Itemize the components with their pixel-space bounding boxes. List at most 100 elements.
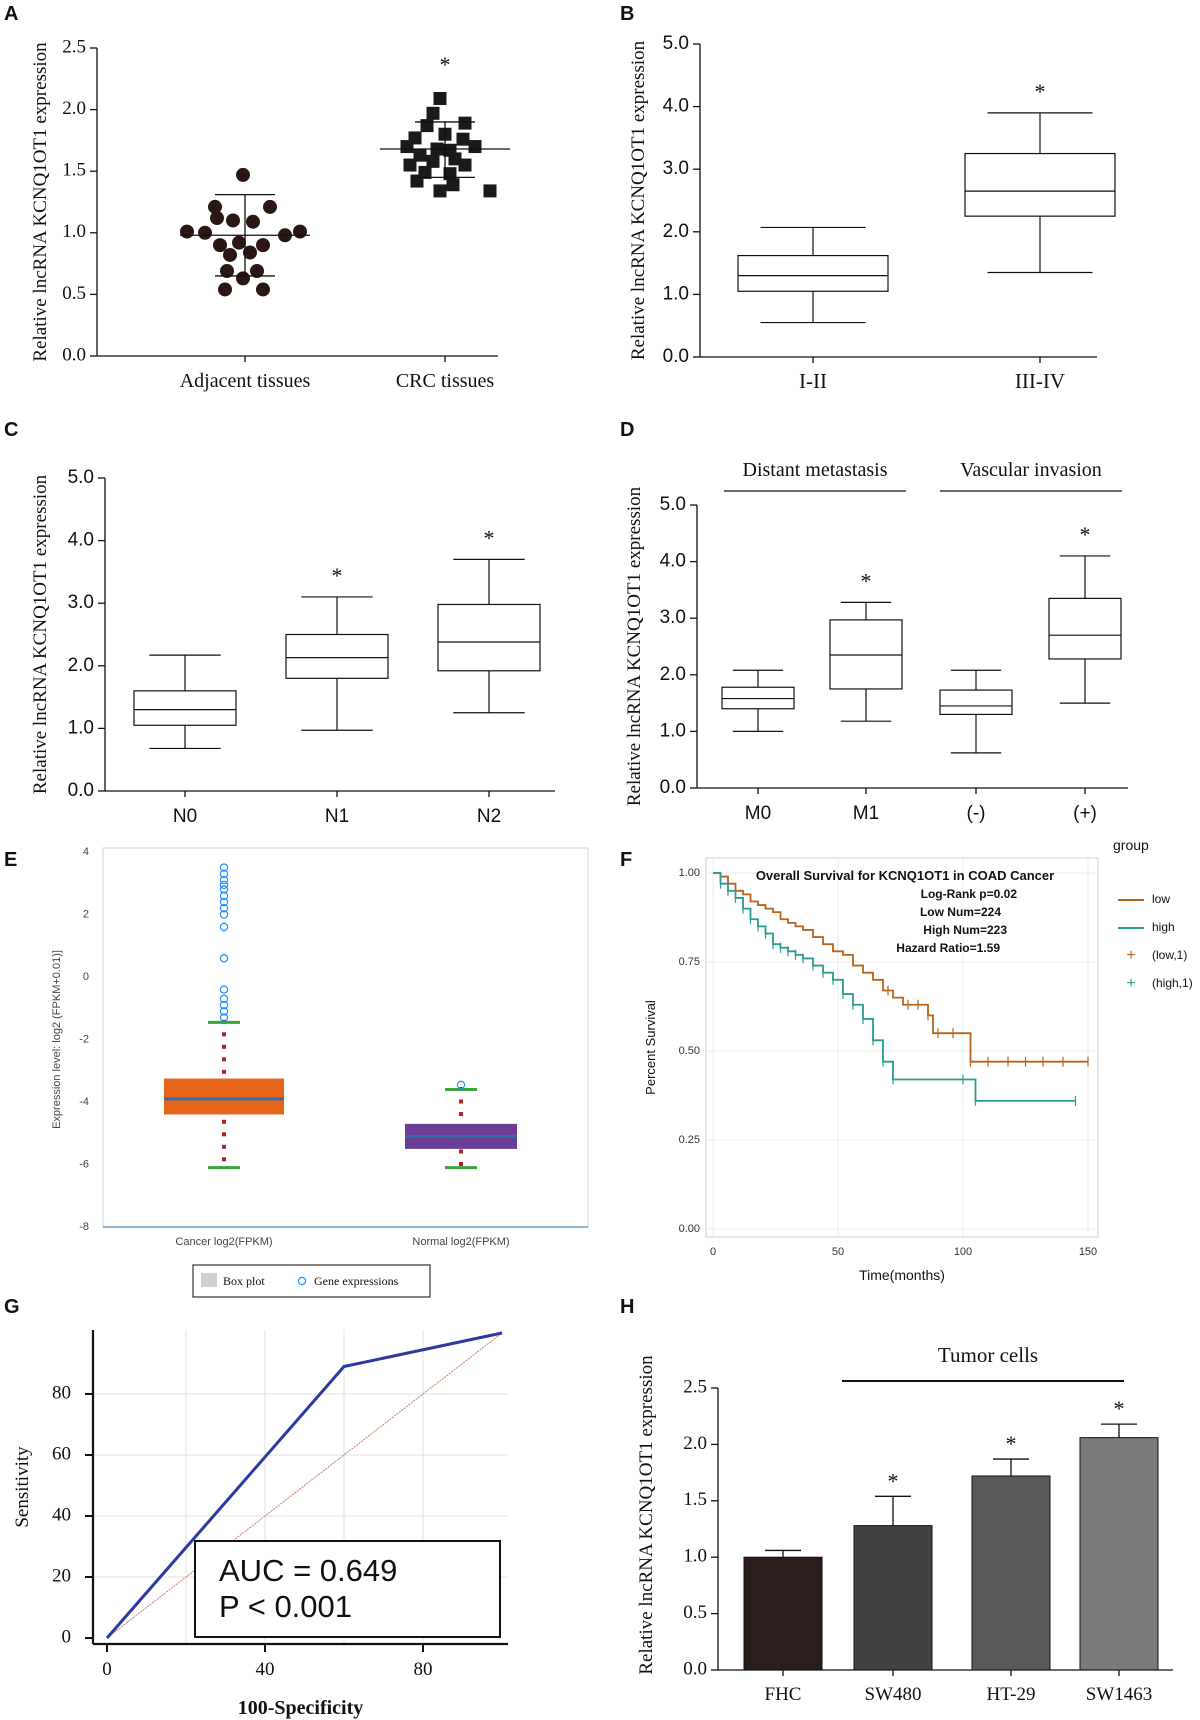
panel-b-y-tick-label: 1.0 [663,283,689,304]
panel-a-point [243,245,257,260]
panel-g-x-tick-label: 80 [414,1659,433,1680]
panel-e-y-tick-label: -6 [79,1158,89,1170]
panel-b-y-tick-label: 5.0 [663,33,689,54]
panel-e-whisker-dot [222,1044,226,1049]
panel-d-box [939,689,1013,716]
panel-h-bar-sw480 [853,1525,933,1671]
panel-e-whisker-dot [459,1149,463,1154]
panel-e-whisker-dot [222,1157,226,1162]
panel-f-legend-label: low [1152,892,1170,906]
panel-f-y-tick-label: 0.50 [679,1045,700,1057]
panel-g-xlabel: 100-Specificity [238,1697,364,1719]
panel-d-group-label: Distant metastasis [743,459,888,481]
panel-letter-h: H [620,1296,634,1318]
panel-d-ylabel: Relative lncRNA KCNQ1OT1 expression [624,486,645,806]
panel-f-x-tick-label: 50 [832,1246,844,1258]
panel-e-chart: -8 -6 -4 -2 0 2 4 Expression level: log2 (FPKM+… [51,846,589,1298]
panel-e-y-tick-label: 4 [83,846,89,858]
panel-g-y-tick-label: 80 [52,1382,71,1403]
panel-f-title: Overall Survival for KCNQ1OT1 in COAD Ca… [756,868,1054,883]
panel-e-outlier [219,994,229,1004]
panel-f-ylabel: Percent Survival [643,1000,658,1095]
panel-c-box [437,603,541,672]
panel-a-point [458,116,472,130]
panel-d-x-tick-label: (-) [967,803,986,824]
panel-h-group-label: Tumor cells [938,1343,1038,1367]
panel-c-box [133,690,237,726]
panel-a-point [456,132,470,146]
panel-a-point [210,211,224,226]
panel-e-outlier [219,1000,229,1010]
panel-d-y-tick-label: 3.0 [660,607,686,628]
panel-a-point [458,158,472,172]
panel-b-x-tick-label: I-II [799,369,827,393]
panel-a-point [236,167,250,182]
panel-a-x-tick-label: Adjacent tissues [180,370,311,392]
panel-c-x-tick-label: N1 [325,806,349,827]
panel-a-point [426,106,440,120]
panel-b-chart: 0.0 1.0 2.0 3.0 4.0 5.0 I-II III-IV Relative lnc… [628,33,1116,393]
panel-a-point [263,199,277,214]
panel-e-whisker-dot [459,1162,463,1166]
panel-e-box [164,1078,284,1115]
panel-f-xlabel: Time(months) [859,1267,945,1283]
panel-d-y-tick-label: 5.0 [660,494,686,515]
panel-f-x-tick-label: 0 [710,1246,716,1258]
panel-g-auc-box [194,1540,501,1638]
panel-h-bar-sw1463 [1079,1437,1159,1671]
panel-e-outlier [219,954,229,963]
panel-f-legend-label: (high,1) [1152,976,1193,990]
panel-c-y-tick-label: 3.0 [68,592,94,613]
panel-a-y-tick-label: 2.5 [62,36,86,57]
panel-d-y-tick-label: 2.0 [660,664,686,685]
panel-d-x-tick-label: (+) [1073,803,1097,824]
panel-c-box [285,633,389,679]
panel-b-ylabel: Relative lncRNA KCNQ1OT1 expression [628,40,649,360]
panel-e-outlier [219,885,229,894]
panel-f-x-tick-label: 100 [954,1246,972,1258]
panel-f-y-tick-label: 0.25 [679,1134,700,1146]
panel-g-x-tick-label: 0 [102,1659,112,1680]
panel-g-y-tick-label: 60 [52,1443,71,1464]
panel-letter-a: A [4,3,18,25]
panel-e-y-tick-label: 0 [83,971,89,983]
panel-f-legend-title: group [1113,837,1149,853]
panel-e-whisker-dot [459,1112,463,1116]
panel-letter-e: E [4,849,17,871]
panel-b-significance-star: * [1035,79,1046,104]
panel-f-legend-plus: + [1126,975,1135,992]
panel-g-y-tick-label: 0 [62,1626,72,1647]
panel-h-y-tick-label: 1.5 [683,1489,707,1510]
panel-c-x-tick-label: N2 [477,806,501,827]
panel-h-y-tick-label: 2.5 [683,1376,707,1397]
panel-c-y-tick-label: 5.0 [68,467,94,488]
panel-f-y-tick-label: 0.00 [679,1223,700,1235]
panel-e-whisker-dot [459,1099,463,1104]
panel-a-point [218,282,232,297]
panel-a-point [232,235,246,250]
panel-a-point [220,263,234,278]
panel-e-whisker-dot [222,1057,226,1062]
panel-h-x-tick-label: SW480 [865,1684,922,1705]
panel-c-y-tick-label: 4.0 [68,530,94,551]
panel-a-y-tick-label: 0.0 [62,344,86,365]
panel-e-outlier [219,863,229,872]
panel-e-x-tick-label: Normal log2(FPKM) [412,1236,509,1248]
panel-a-point [433,92,447,106]
panel-g-reference-line [106,1332,503,1639]
panel-a-point [256,238,270,253]
panel-e-whisker-dot [222,1069,226,1074]
panel-d-y-tick-label: 1.0 [660,720,686,741]
panel-a-point [198,225,212,240]
panel-f-chart: 0.00 0.25 0.50 0.75 1.00 0 50 100 150 Time(months… [643,837,1193,1283]
panel-g-p-text: P < 0.001 [219,1589,352,1624]
panel-b-box [737,254,889,292]
panel-a-point [413,148,427,162]
panel-h-ylabel: Relative lncRNA KCNQ1OT1 expression [636,1355,657,1675]
panel-e-whisker-dot [222,1032,226,1037]
panel-a-point [446,178,460,192]
panel-d-y-tick-label: 4.0 [660,551,686,572]
panel-f-plot-frame [705,857,1099,1238]
panel-f-stat-line: High Num=223 [923,923,1007,937]
panel-a-point [483,184,497,198]
